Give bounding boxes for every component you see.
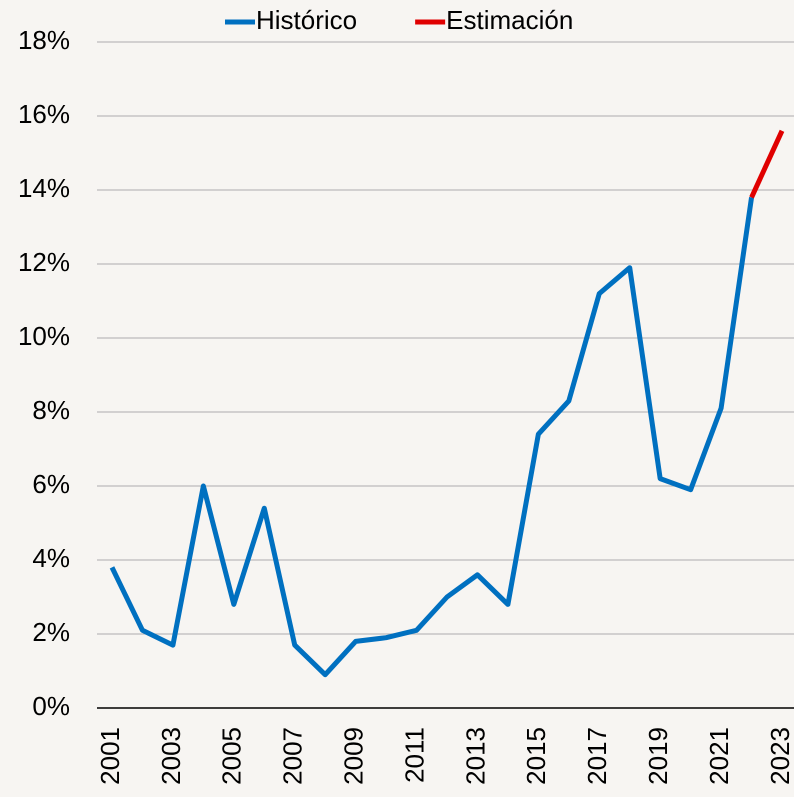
x-tick-label: 2023 bbox=[765, 727, 794, 785]
x-tick-label: 2015 bbox=[521, 727, 551, 785]
y-tick-label: 4% bbox=[32, 543, 70, 573]
series-line bbox=[749, 129, 785, 199]
x-tick-label: 2017 bbox=[582, 727, 612, 785]
x-tick-label: 2003 bbox=[156, 727, 186, 785]
x-tick-label: 2001 bbox=[95, 727, 125, 785]
x-tick-label: 2019 bbox=[643, 727, 673, 785]
x-tick-label: 2021 bbox=[704, 727, 734, 785]
series-line bbox=[109, 197, 755, 678]
x-tick-label: 2011 bbox=[399, 727, 429, 783]
x-tick-label: 2009 bbox=[339, 727, 369, 785]
legend-label: Estimación bbox=[446, 5, 573, 35]
y-tick-label: 16% bbox=[18, 99, 70, 129]
x-tick-label: 2013 bbox=[460, 727, 490, 785]
y-tick-label: 12% bbox=[18, 247, 70, 277]
x-tick-label: 2007 bbox=[278, 727, 308, 785]
y-tick-label: 18% bbox=[18, 25, 70, 55]
legend-label: Histórico bbox=[256, 5, 357, 35]
y-tick-label: 6% bbox=[32, 469, 70, 499]
y-tick-label: 0% bbox=[32, 691, 70, 721]
y-tick-label: 2% bbox=[32, 617, 70, 647]
y-tick-label: 8% bbox=[32, 395, 70, 425]
x-tick-label: 2005 bbox=[217, 727, 247, 785]
y-tick-label: 14% bbox=[18, 173, 70, 203]
y-tick-label: 10% bbox=[18, 321, 70, 351]
